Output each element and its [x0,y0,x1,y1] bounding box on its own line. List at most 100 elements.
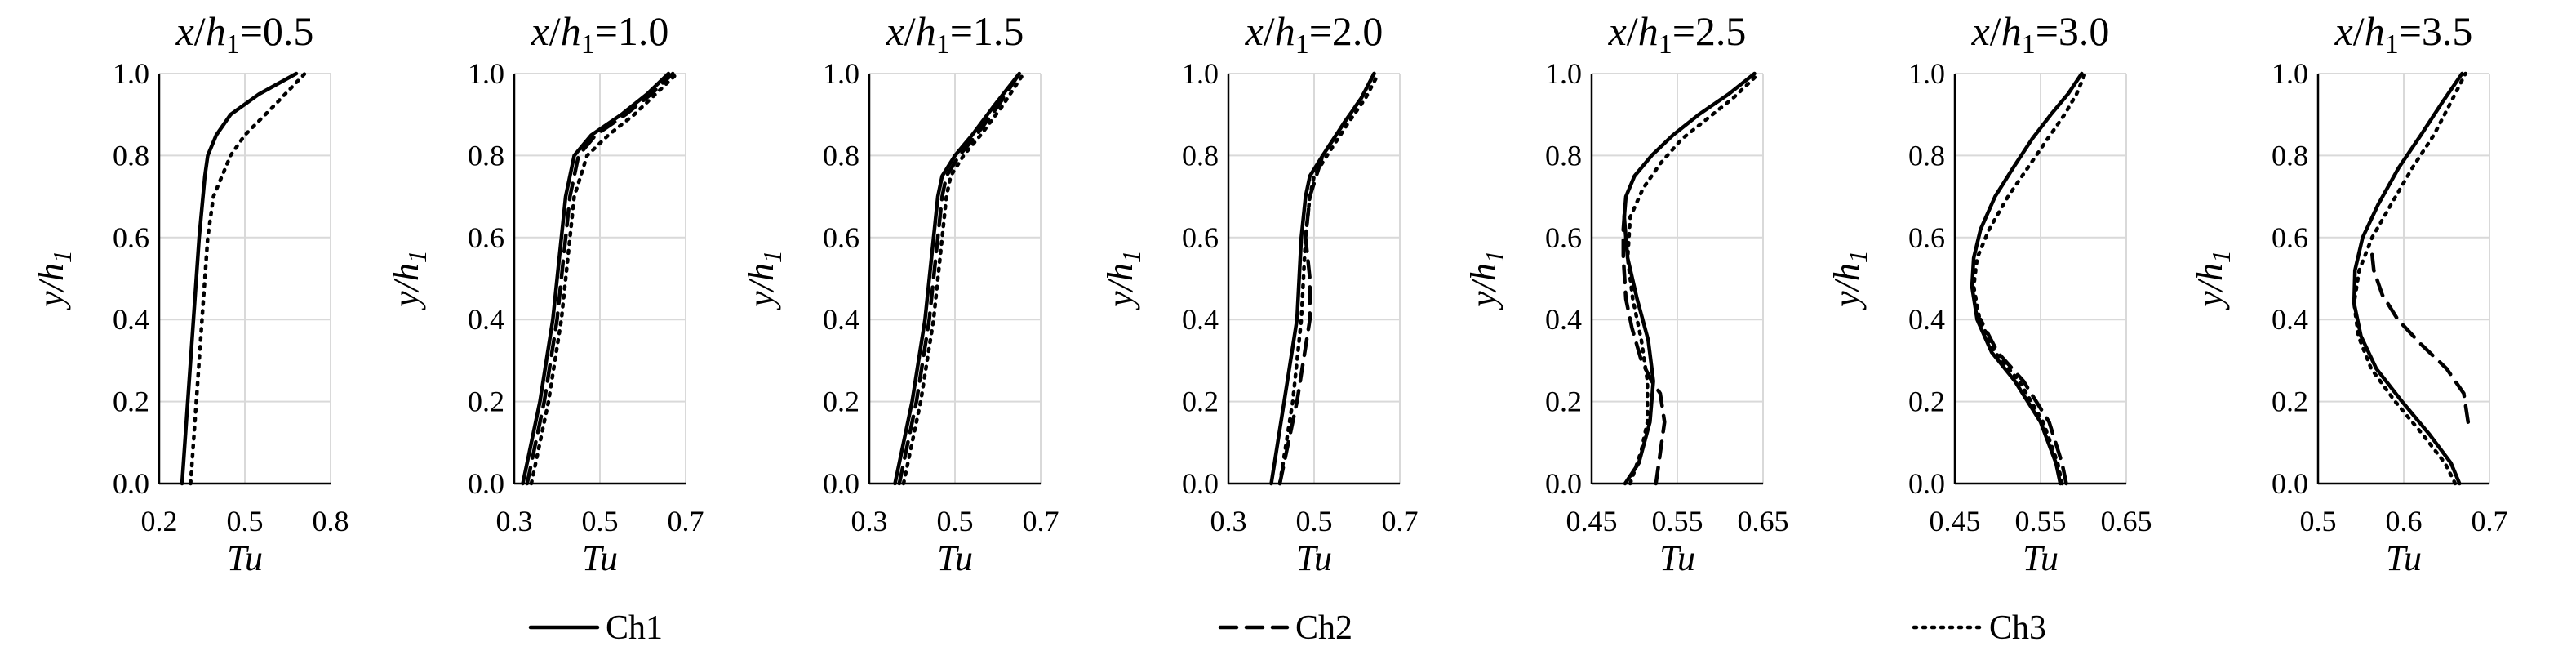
y-tick-label: 0.2 [1908,386,1945,418]
x-tick-label: 0.55 [1652,505,1703,537]
x-tick-label: 0.3 [1210,505,1247,537]
y-tick-label: 0.6 [468,221,504,254]
chart-panel-2: 0.0 0.2 0.4 0.6 0.8 1.0 0.3 0.5 0.7 x/h1=1.0 Tu y/h… [386,8,704,578]
x-tick-label: 0.7 [2472,505,2508,537]
x-tick-label: 0.65 [2101,505,2152,537]
y-tick-label: 0.0 [2272,467,2308,500]
x-axis-label: Tu [227,538,263,578]
series-line-ch3 [1625,71,1761,486]
y-tick-label: 0.2 [113,386,149,418]
x-tick-label: 0.45 [1930,505,1981,537]
x-tick-label: 0.5 [2300,505,2337,537]
x-axis-label: Tu [1659,538,1695,578]
series-line-ch2 [897,71,1022,486]
series-line-ch3 [189,71,307,486]
legend-label-ch3: Ch3 [1989,609,2046,647]
chart-panel-6: 0.0 0.2 0.4 0.6 0.8 1.0 0.45 0.55 0.65 x/h1=3.0 Tu… [1827,8,2152,578]
y-tick-label: 1.0 [468,57,504,90]
x-tick-label: 0.5 [937,505,974,537]
panel-title: x/h1=1.5 [886,8,1024,60]
series-line-ch1 [1269,71,1376,486]
series-line-ch1 [180,71,299,486]
series-line-ch2 [2369,243,2471,424]
legend-label-ch1: Ch1 [606,609,663,647]
x-tick-label: 0.3 [496,505,533,537]
series-line-ch3 [901,71,1026,486]
y-tick-label: 0.6 [1545,221,1582,254]
y-tick-label: 0.0 [468,467,504,500]
y-tick-label: 0.8 [1545,139,1582,172]
x-tick-label: 0.8 [313,505,349,537]
y-axis-label: y/h1 [1463,250,1509,310]
chart-panel-1: 0.0 0.2 0.4 0.6 0.8 1.0 0.2 0.5 0.8 x/h1=0.5 Tu y/h… [31,8,349,578]
chart-panel-4: 0.0 0.2 0.4 0.6 0.8 1.0 0.3 0.5 0.7 x/h1=2.0 Tu y/h… [1100,8,1419,578]
panel-title: x/h1=3.0 [1971,8,2110,60]
y-tick-label: 0.6 [113,221,149,254]
y-tick-label: 0.8 [1182,139,1219,172]
y-tick-label: 0.8 [468,139,504,172]
x-axis-label: Tu [2386,538,2422,578]
y-tick-label: 0.0 [113,467,149,500]
y-tick-label: 0.8 [113,139,149,172]
y-tick-label: 0.6 [1182,221,1219,254]
x-axis-label: Tu [582,538,618,578]
series-line-ch1 [521,71,671,486]
y-tick-label: 0.0 [1908,467,1945,500]
y-tick-label: 1.0 [2272,57,2308,90]
panel-title: x/h1=0.5 [175,8,314,60]
y-tick-label: 1.0 [1908,57,1945,90]
y-tick-label: 0.4 [1182,303,1219,336]
y-tick-label: 0.0 [1182,467,1219,500]
y-tick-label: 0.2 [2272,386,2308,418]
y-tick-label: 0.2 [1545,386,1582,418]
x-tick-label: 0.2 [141,505,178,537]
panel-title: x/h1=3.5 [2334,8,2473,60]
x-tick-label: 0.7 [668,505,704,537]
legend-label-ch2: Ch2 [1295,609,1352,647]
series-line-ch3 [529,71,679,486]
x-tick-label: 0.45 [1566,505,1618,537]
series-line-ch1 [1622,71,1757,486]
x-tick-label: 0.5 [582,505,619,537]
y-tick-label: 0.8 [2272,139,2308,172]
y-tick-label: 0.4 [823,303,859,336]
y-axis-label: y/h1 [2190,250,2236,310]
y-axis-label: y/h1 [31,250,77,310]
x-tick-label: 0.5 [1296,505,1333,537]
panel-title: x/h1=2.5 [1608,8,1747,60]
y-axis-label: y/h1 [1100,250,1146,310]
y-tick-label: 0.6 [2272,221,2308,254]
y-tick-label: 1.0 [1182,57,1219,90]
panel-title: x/h1=2.0 [1245,8,1383,60]
y-tick-label: 1.0 [1545,57,1582,90]
chart-panel-3: 0.0 0.2 0.4 0.6 0.8 1.0 0.3 0.5 0.7 x/h1=1.5 Tu y/h… [741,8,1059,578]
x-tick-label: 0.65 [1738,505,1789,537]
y-tick-label: 0.6 [823,221,859,254]
series-line-ch3 [1971,71,2087,486]
y-axis-label: y/h1 [1827,250,1872,310]
x-axis-label: Tu [937,538,973,578]
y-tick-label: 0.2 [823,386,859,418]
x-tick-label: 0.5 [227,505,264,537]
series-line-ch2 [1621,203,1667,486]
x-tick-label: 0.55 [2015,505,2067,537]
y-tick-label: 0.0 [1545,467,1582,500]
y-axis-label: y/h1 [386,250,432,310]
y-tick-label: 0.6 [1908,221,1945,254]
series-line-ch1 [2352,71,2464,486]
y-tick-label: 0.4 [2272,303,2308,336]
y-tick-label: 0.4 [468,303,504,336]
y-tick-label: 0.4 [1545,303,1582,336]
series-line-ch2 [1979,317,2068,486]
y-tick-label: 0.0 [823,467,859,500]
series-line-ch1 [893,71,1022,486]
y-tick-label: 1.0 [823,57,859,90]
y-tick-label: 0.8 [1908,139,1945,172]
y-tick-label: 0.2 [1182,386,1219,418]
x-tick-label: 0.7 [1023,505,1059,537]
y-tick-label: 1.0 [113,57,149,90]
chart-panel-7: 0.0 0.2 0.4 0.6 0.8 1.0 0.5 0.6 0.7 x/h1=3.5 Tu y/h… [2190,8,2508,578]
y-tick-label: 0.4 [1908,303,1945,336]
x-tick-label: 0.3 [851,505,888,537]
